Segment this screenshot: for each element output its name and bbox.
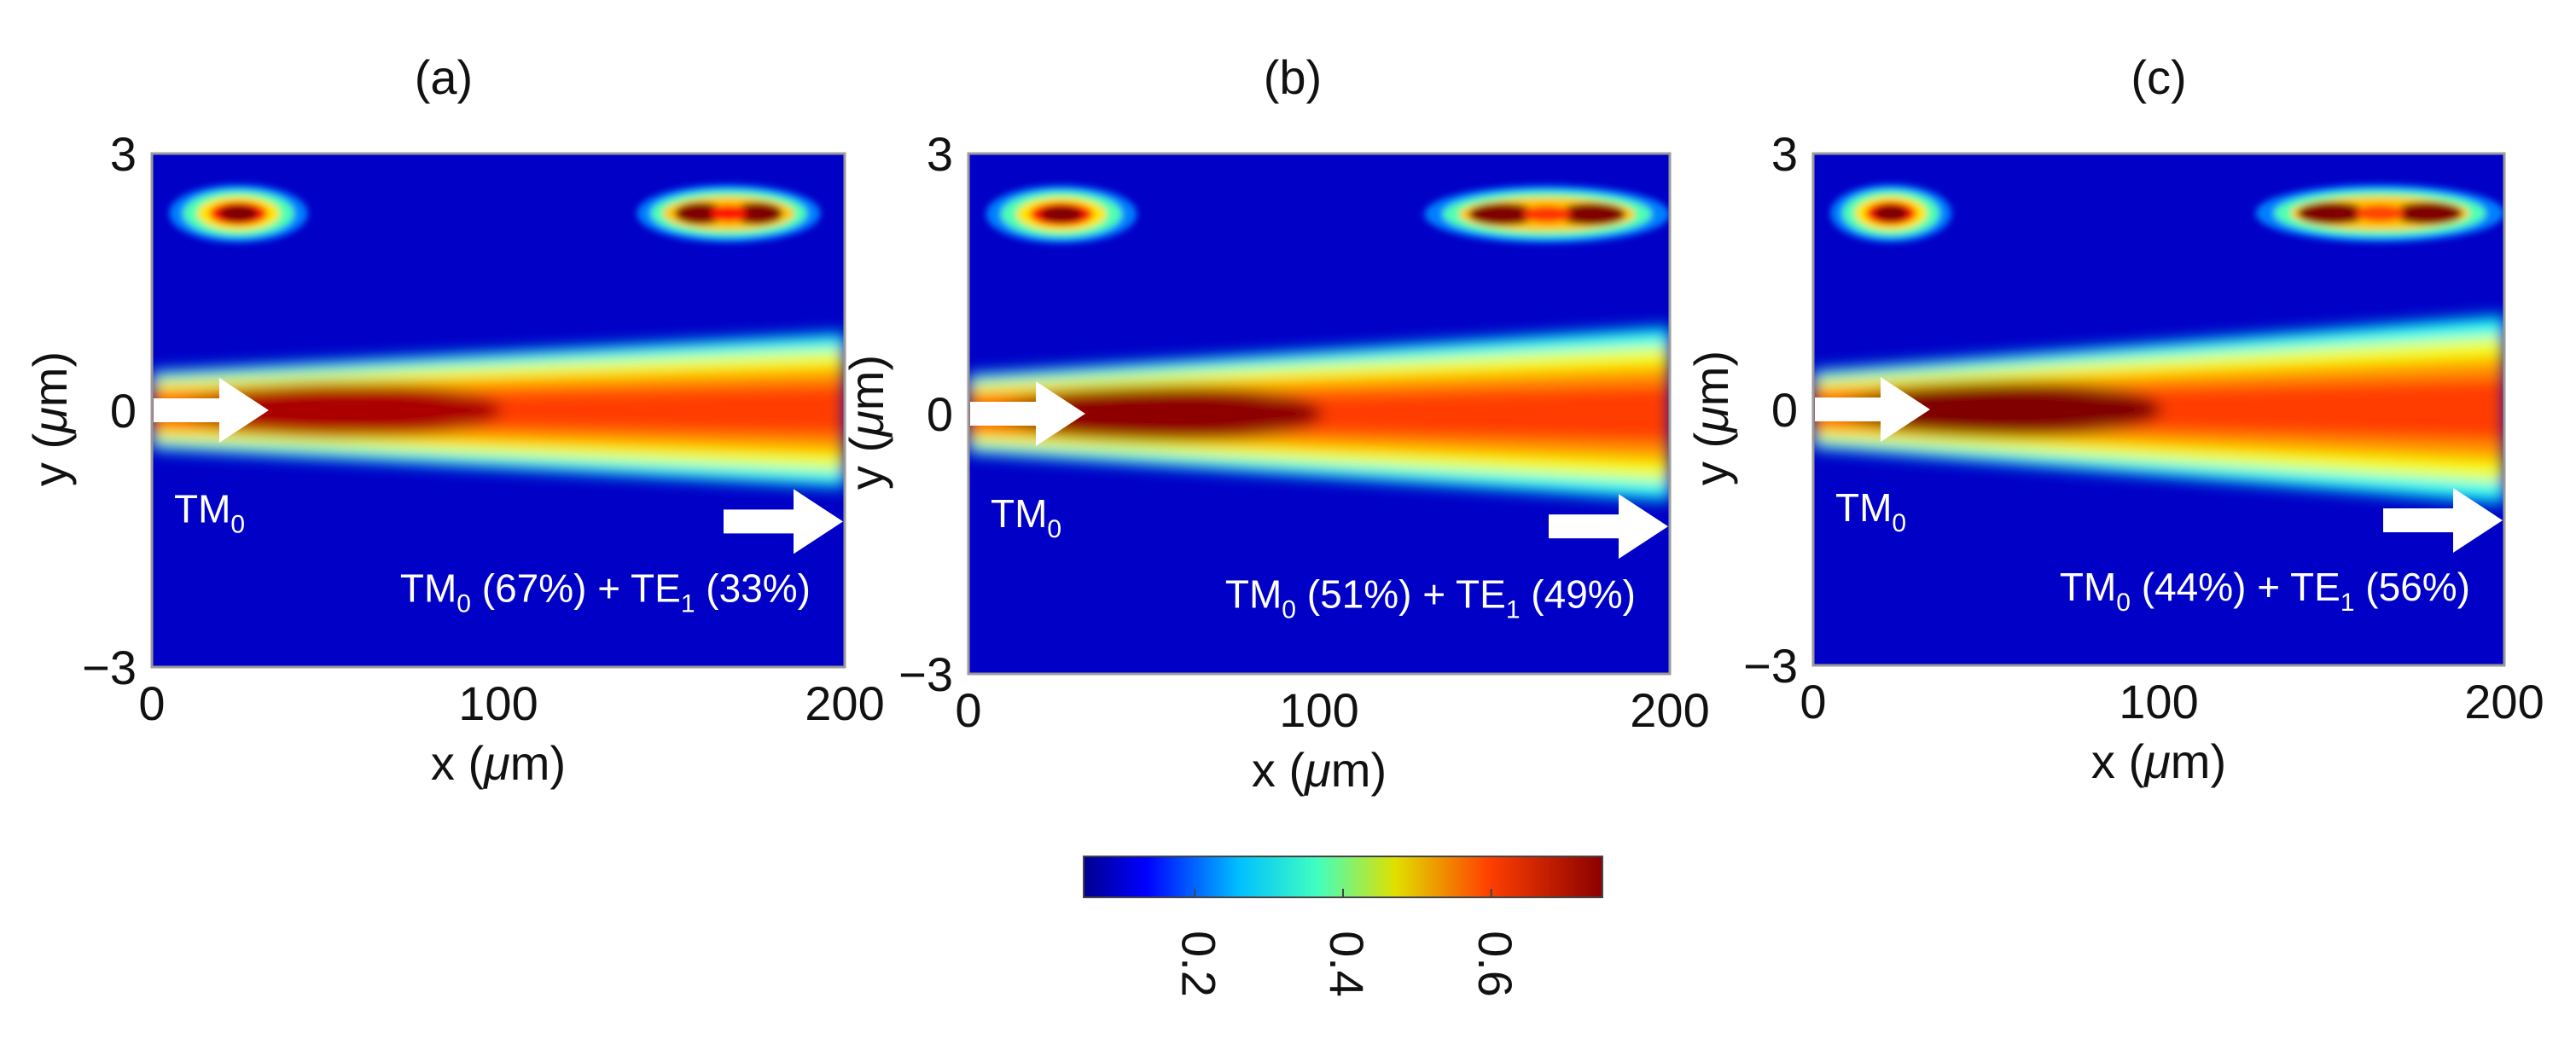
y-axis-label: y (μm) (1684, 351, 1738, 485)
output-arrow (1549, 494, 1668, 560)
y-tick-label: 3 (927, 127, 953, 181)
colorbar-ticks: 0.2 0.4 0.6 (1172, 889, 1522, 997)
y-tick-label: 0 (927, 387, 953, 441)
y-tick-label: −3 (898, 647, 953, 701)
y-tick-label: 0 (110, 384, 137, 438)
input-mode-inset (1830, 184, 1951, 242)
y-tick-label: −3 (82, 641, 137, 694)
x-tick-label: 100 (1279, 683, 1358, 737)
x-tick-label: 200 (2464, 675, 2544, 728)
x-tick-label: 100 (2119, 675, 2198, 728)
output-mode-inset (637, 184, 821, 243)
panel-title: (c) (2131, 50, 2186, 104)
y-tick-label: 3 (1771, 127, 1798, 181)
input-arrow (970, 381, 1085, 446)
panel-title: (b) (1264, 50, 1322, 104)
x-axis-label: x (μm) (1252, 743, 1387, 797)
output-mode-inset (2255, 184, 2504, 242)
plot-frame (150, 152, 846, 669)
colorbar-tick-label: 0.2 (1172, 931, 1225, 997)
plot-frame (1811, 152, 2506, 667)
colorbar: 0.2 0.4 0.6 (1083, 856, 1603, 997)
beam-field (968, 327, 1670, 501)
x-tick-label: 200 (1630, 683, 1709, 737)
y-axis-label: y (μm) (840, 355, 893, 490)
colorbar-tick-label: 0.4 (1320, 931, 1374, 997)
input-mode-inset (169, 184, 308, 243)
heatmap-area (1813, 154, 2504, 665)
panel-title: (a) (415, 50, 473, 104)
output-mode-inset (1424, 185, 1670, 244)
output-mode-label: TM0 (44%) + TE1 (56%) (2060, 565, 2470, 617)
input-mode-label: TM0 (174, 486, 245, 538)
output-mode-label: TM0 (67%) + TE1 (33%) (400, 566, 811, 618)
output-arrow (724, 489, 843, 554)
output-mode-label: TM0 (51%) + TE1 (49%) (1225, 572, 1636, 624)
y-tick-label: 3 (110, 127, 137, 181)
x-tick-label: 0 (955, 683, 981, 737)
input-arrow (154, 378, 269, 443)
input-mode-label: TM0 (1835, 485, 1906, 537)
y-tick-label: 0 (1771, 383, 1798, 437)
input-arrow (1815, 377, 1930, 442)
x-tick-label: 200 (805, 676, 884, 730)
x-tick-label: 0 (138, 676, 165, 730)
input-mode-inset (986, 185, 1137, 244)
plot-frame (967, 152, 1672, 676)
y-tick-label: −3 (1743, 639, 1798, 693)
x-tick-label: 100 (458, 676, 538, 730)
input-mode-label: TM0 (991, 491, 1061, 543)
x-axis-label: x (μm) (2091, 734, 2226, 788)
x-tick-label: 0 (1800, 675, 1826, 728)
beam-field (1813, 316, 2504, 503)
x-axis-label: x (μm) (431, 736, 566, 790)
output-arrow (2383, 488, 2503, 553)
colorbar-tick-label: 0.6 (1468, 931, 1522, 997)
y-axis-label: y (μm) (23, 351, 77, 486)
